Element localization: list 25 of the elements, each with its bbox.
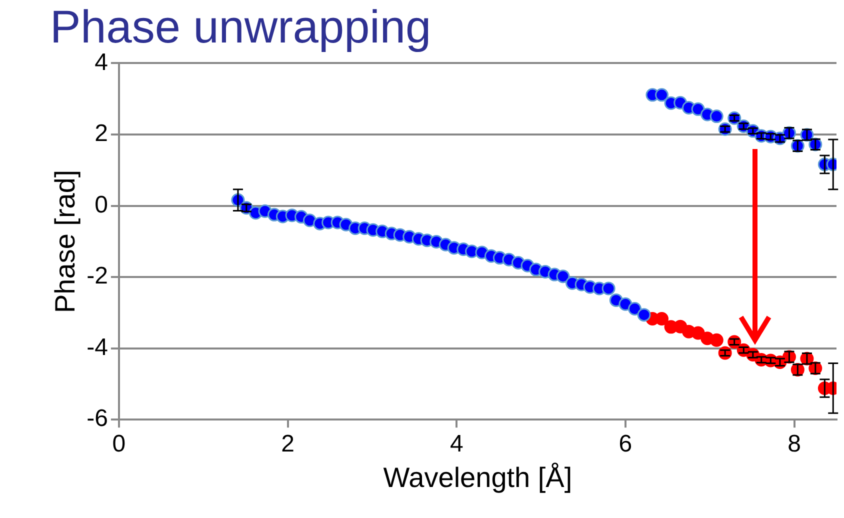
- point: [773, 132, 787, 146]
- y-tick-label: 0: [94, 191, 108, 218]
- point: [691, 102, 705, 116]
- point: [655, 312, 669, 326]
- y-tick-label: -6: [86, 405, 108, 432]
- point: [302, 214, 316, 228]
- point: [637, 308, 651, 322]
- point: [240, 201, 254, 215]
- y-tick-label: -2: [86, 262, 108, 290]
- x-tick-label: 6: [618, 430, 632, 458]
- point: [710, 333, 724, 347]
- y-tick-label: 2: [94, 120, 108, 148]
- x-tick-label: 2: [281, 430, 294, 458]
- point: [602, 282, 616, 296]
- point: [655, 88, 669, 102]
- x-tick-label: 0: [112, 430, 126, 458]
- x-axis-title: Wavelength [Å]: [383, 462, 572, 493]
- x-tick-label: 8: [788, 430, 801, 458]
- point: [628, 302, 642, 316]
- y-axis-title: Phase [rad]: [50, 170, 81, 313]
- point: [773, 355, 787, 369]
- point: [710, 110, 724, 124]
- point: [556, 270, 570, 284]
- x-tick-label: 4: [450, 430, 464, 458]
- y-tick-label: -4: [86, 334, 108, 361]
